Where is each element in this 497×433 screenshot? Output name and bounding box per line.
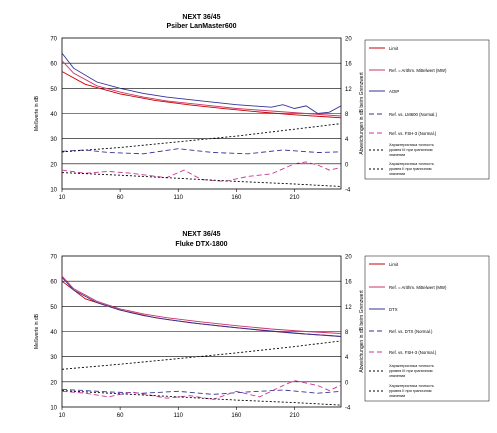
series-line-1	[61, 71, 342, 119]
legend-label: Характеристика точность уровня II при гра…	[389, 384, 434, 398]
legend-label-line: значении	[389, 172, 405, 176]
series-line-6	[61, 123, 342, 153]
x-tick-label: 110	[173, 413, 183, 419]
legend-label-line: значении	[389, 394, 405, 398]
chart-title: NEXT 36/45	[182, 14, 220, 21]
legend-label: Ref. = Arithm. Mittelwert (MW)	[389, 285, 447, 290]
y2-axis-label: Abweichungen in dB beim Grenzwert	[359, 290, 365, 373]
x-tick-label: 10	[59, 413, 66, 419]
y-tick-label: 60	[50, 62, 57, 68]
legend-box	[364, 255, 490, 402]
legend-label-line: значении	[389, 153, 405, 157]
legend-label-line: значении	[389, 374, 405, 378]
y-tick-label: 70	[50, 255, 57, 261]
legend-label: Ref. = Arithm. Mittelwert (MW)	[389, 68, 447, 73]
legend-box	[364, 39, 490, 180]
y2-tick-label: 16	[345, 62, 352, 68]
y-tick-label: 20	[50, 380, 57, 386]
y-tick-label: 30	[50, 137, 57, 143]
x-tick-label: 160	[231, 195, 242, 201]
legend-label: Характеристика точность уровня II при гра…	[389, 162, 434, 176]
y-tick-label: 50	[50, 305, 57, 311]
legend-label: DTX	[389, 307, 398, 312]
legend-label-line: уровня II при граничном	[389, 167, 432, 171]
y-tick-label: 40	[50, 112, 57, 118]
x-tick-label: 210	[289, 413, 300, 419]
legend-label: Ref. vs. DTX (Normal.)	[389, 329, 433, 334]
legend-label-line: уровня II при граничном	[389, 389, 432, 393]
legend-label-line: Характеристика точность	[389, 162, 434, 166]
series-line-7	[61, 390, 342, 406]
x-tick-label: 110	[173, 195, 183, 201]
series-line-4	[61, 148, 342, 155]
y2-tick-label: 0	[345, 380, 349, 386]
series-line-5	[61, 380, 342, 400]
y2-tick-label: -4	[345, 188, 351, 194]
y2-tick-label: 8	[345, 112, 349, 118]
series-line-7	[61, 172, 342, 187]
y-tick-label: 10	[50, 188, 57, 194]
chart-subtitle: Psiber LanMaster600	[166, 23, 236, 30]
y-tick-label: 70	[50, 37, 57, 43]
legend-label: Ref. vs. FSH-3 (Normal.)	[389, 131, 437, 136]
series-line-3	[61, 277, 342, 337]
legend-label-line: уровня III при граничном	[389, 148, 433, 152]
y2-tick-label: 4	[345, 137, 349, 143]
legend-label-line: Характеристика точность	[389, 384, 434, 388]
y2-tick-label: -4	[345, 406, 351, 412]
x-tick-label: 60	[117, 413, 124, 419]
legend-label: Ref. vs. LM600 (Normal.)	[389, 112, 438, 117]
series-line-5	[61, 161, 342, 182]
legend-label: Limit	[389, 46, 399, 51]
legend-label-line: Характеристика точность	[389, 364, 434, 368]
legend-label: Характеристика точность уровня III при гр…	[389, 364, 434, 378]
x-tick-label: 10	[59, 195, 66, 201]
y-tick-label: 20	[50, 162, 57, 168]
y-axis-label: Meßwerte in dB	[34, 313, 40, 349]
y2-tick-label: 0	[345, 162, 349, 168]
x-tick-label: 210	[289, 195, 300, 201]
y2-tick-label: 16	[345, 280, 352, 286]
series-line-2	[61, 275, 342, 334]
chart-title: NEXT 36/45	[182, 231, 220, 238]
series-line-3	[61, 52, 342, 114]
y2-tick-label: 12	[345, 87, 352, 93]
chart-subtitle: Fluke DTX-1800	[175, 241, 227, 248]
y-axis-label: Meßwerte in dB	[34, 95, 40, 131]
y-tick-label: 50	[50, 87, 57, 93]
x-tick-label: 60	[117, 195, 124, 201]
y-tick-label: 30	[50, 355, 57, 361]
legend-label: AOIP	[389, 89, 399, 94]
legend-label: Характеристика точность уровня III при гр…	[389, 143, 434, 157]
y2-tick-label: 8	[345, 330, 349, 336]
y2-tick-label: 4	[345, 355, 349, 361]
series-line-6	[61, 340, 342, 370]
x-tick-label: 160	[231, 413, 242, 419]
series-line-2	[61, 60, 342, 117]
legend-label-line: уровня III при граничном	[389, 369, 433, 373]
y2-tick-label: 20	[345, 255, 352, 261]
legend-label: Limit	[389, 262, 399, 267]
legend-label-line: Характеристика точность	[389, 143, 434, 147]
y-tick-label: 40	[50, 330, 57, 336]
series-line-4	[61, 388, 342, 395]
y-tick-label: 60	[50, 280, 57, 286]
y2-axis-label: Abweichungen in dB beim Grenzwert	[359, 72, 365, 155]
y2-tick-label: 20	[345, 37, 352, 43]
y-tick-label: 10	[50, 406, 57, 412]
y2-tick-label: 12	[345, 305, 352, 311]
legend-label: Ref. vs. FSH-3 (Normal.)	[389, 350, 437, 355]
